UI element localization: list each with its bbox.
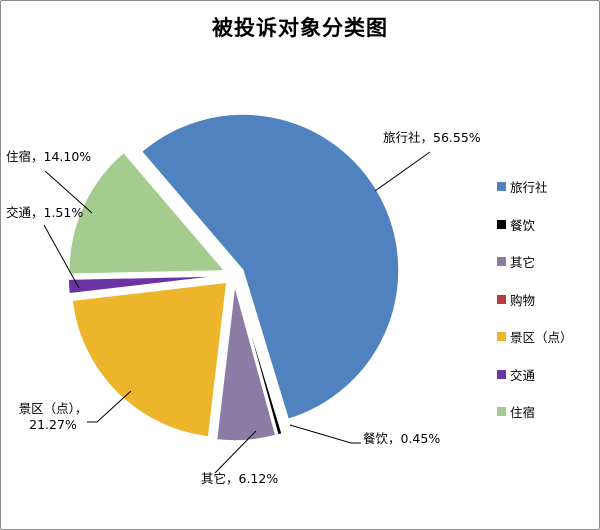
legend-item-旅行社: 旅行社 xyxy=(497,168,573,206)
leader-line xyxy=(289,424,361,444)
legend-item-景区（点）: 景区（点） xyxy=(497,318,573,356)
chart-title: 被投诉对象分类图 xyxy=(212,16,388,40)
leader-line xyxy=(87,390,132,423)
data-label: 景区（点）， 21.27% xyxy=(18,401,88,433)
legend-color-chip xyxy=(497,294,506,304)
pie-slice-住宿 xyxy=(68,151,226,276)
legend-label: 住宿 xyxy=(510,405,536,421)
pie-slice-交通 xyxy=(67,274,225,295)
legend-label: 旅行社 xyxy=(510,180,548,196)
legend-label: 交通 xyxy=(510,367,536,383)
legend-color-chip xyxy=(497,407,506,417)
legend-item-交通: 交通 xyxy=(497,356,573,394)
legend-label: 景区（点） xyxy=(510,330,573,346)
leader-line xyxy=(214,430,257,474)
legend-color-chip xyxy=(497,257,506,267)
data-label: 住宿，14.10% xyxy=(6,149,92,164)
legend-label: 其它 xyxy=(510,255,536,271)
legend-label: 购物 xyxy=(510,292,536,308)
pie-slice-旅行社 xyxy=(140,113,400,421)
leader-line xyxy=(44,170,93,214)
legend-color-chip xyxy=(497,182,506,192)
legend-item-住宿: 住宿 xyxy=(497,393,573,431)
data-label: 餐饮，0.45% xyxy=(363,431,441,446)
pie-slice-景区（点） xyxy=(71,281,228,438)
legend-color-chip xyxy=(497,332,506,342)
legend-label: 餐饮 xyxy=(510,217,536,233)
data-label: 旅行社，56.55% xyxy=(383,130,481,145)
legend-item-餐饮: 餐饮 xyxy=(497,206,573,244)
legend-item-其它: 其它 xyxy=(497,243,573,281)
data-label: 其它，6.12% xyxy=(201,471,279,486)
pie-slice-餐饮 xyxy=(236,283,283,436)
legend-color-chip xyxy=(497,219,506,229)
leader-line xyxy=(43,224,80,289)
legend-item-购物: 购物 xyxy=(497,281,573,319)
legend: 旅行社餐饮其它购物景区（点） 交通住宿 xyxy=(497,168,573,431)
data-label: 交通，1.51% xyxy=(6,205,84,220)
legend-color-chip xyxy=(497,369,506,379)
leader-line xyxy=(374,151,431,192)
